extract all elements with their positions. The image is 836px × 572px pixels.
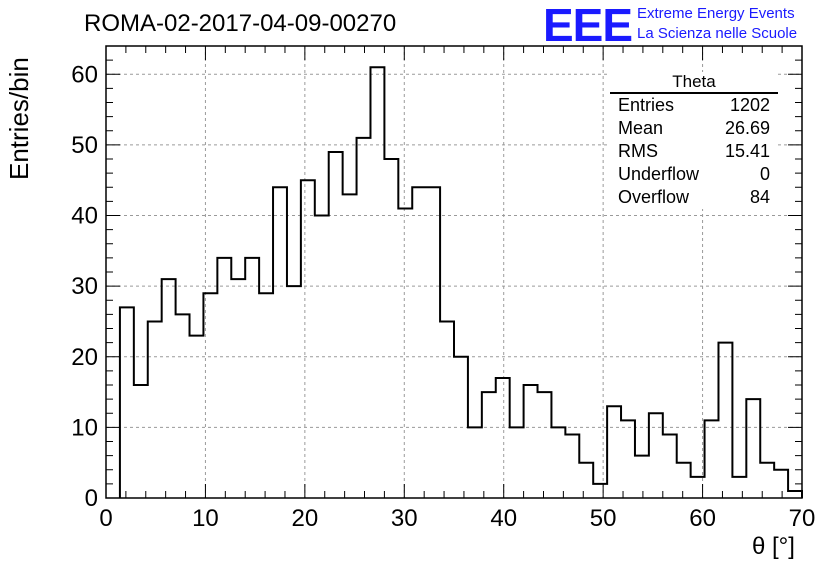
stats-value: 1202 <box>729 95 770 115</box>
stats-row-entries: Entries 1202 <box>610 94 778 117</box>
x-tick-label: 20 <box>292 505 319 532</box>
stats-label: Mean <box>618 118 664 138</box>
stats-value: 15.41 <box>724 141 770 161</box>
x-tick-label: 40 <box>490 505 517 532</box>
y-tick-label: 20 <box>71 344 98 371</box>
x-tick-label: 30 <box>391 505 418 532</box>
logo-caption: Extreme Energy Events La Scienza nelle S… <box>637 4 797 44</box>
logo-caption-line2: La Scienza nelle Scuole <box>637 25 798 42</box>
x-tick-label: 70 <box>789 505 816 532</box>
logo-caption-line1: Extreme Energy Events <box>637 5 795 22</box>
y-tick-label: 40 <box>71 203 98 230</box>
stats-label: RMS <box>618 141 658 161</box>
histogram-series <box>118 66 803 498</box>
y-tick-label: 60 <box>71 61 98 88</box>
stats-box: Theta Entries 1202 Mean 26.69 RMS 15.41 … <box>610 72 778 209</box>
stats-label: Underflow <box>618 164 700 184</box>
stats-row-mean: Mean 26.69 <box>610 117 778 140</box>
y-tick-label: 10 <box>71 414 98 441</box>
y-tick-label: 0 <box>85 485 98 512</box>
x-axis-label: θ [°] <box>752 533 795 560</box>
eee-logo: EEE <box>543 0 633 51</box>
stats-row-overflow: Overflow 84 <box>610 186 778 209</box>
stats-row-underflow: Underflow 0 <box>610 163 778 186</box>
stats-value: 0 <box>759 164 770 184</box>
x-tick-label: 0 <box>99 505 112 532</box>
x-tick-label: 60 <box>689 505 716 532</box>
stats-row-rms: RMS 15.41 <box>610 140 778 163</box>
y-tick-label: 30 <box>71 273 98 300</box>
y-tick-label: 50 <box>71 132 98 159</box>
y-axis-label: Entries/bin <box>4 57 34 180</box>
stats-value: 26.69 <box>724 118 770 138</box>
x-tick-label: 10 <box>192 505 219 532</box>
run-title: ROMA-02-2017-04-09-00270 <box>84 10 397 37</box>
stats-label: Overflow <box>618 187 690 207</box>
stats-value: 84 <box>749 187 770 207</box>
x-tick-label: 50 <box>590 505 617 532</box>
stats-label: Entries <box>618 95 675 115</box>
stats-title: Theta <box>610 72 778 94</box>
